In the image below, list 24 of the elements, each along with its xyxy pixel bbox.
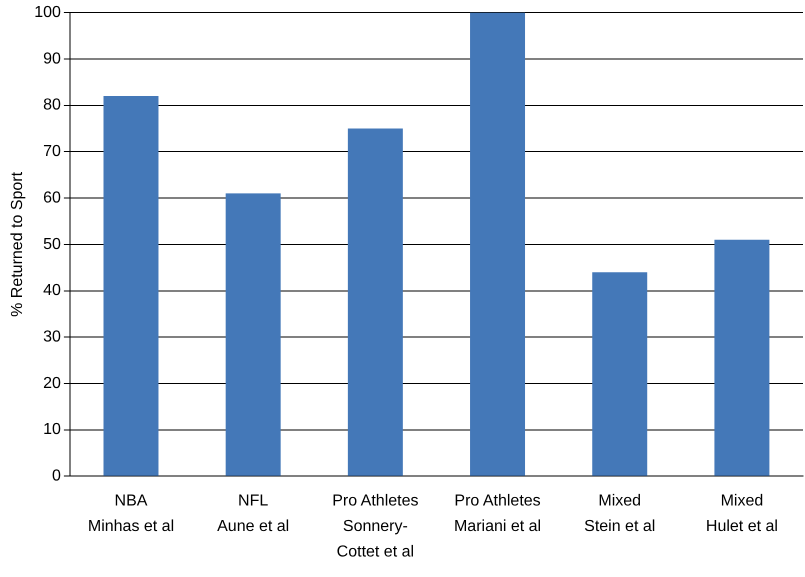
y-axis-title: % Returned to Sport bbox=[9, 171, 26, 317]
y-tick-label: 0 bbox=[52, 468, 61, 485]
y-tick-label: 70 bbox=[43, 143, 61, 160]
x-tick-label: Pro Athletes Sonnery- Cottet et al bbox=[332, 492, 418, 561]
x-tick-label: Mixed Stein et al bbox=[584, 492, 656, 536]
x-tick-label: Mixed Hulet et al bbox=[706, 492, 778, 536]
y-tick-label: 40 bbox=[43, 282, 61, 300]
bar bbox=[226, 193, 281, 476]
bar bbox=[348, 128, 403, 476]
bar bbox=[103, 96, 158, 476]
y-tick-label: 90 bbox=[43, 50, 61, 68]
y-tick-label: 50 bbox=[43, 236, 61, 253]
x-tick-label: NFL Aune et al bbox=[217, 492, 290, 536]
bar bbox=[592, 272, 648, 476]
x-tick-label: NBA Minhas et al bbox=[88, 492, 174, 536]
y-tick-label: 80 bbox=[43, 96, 61, 114]
bar bbox=[470, 12, 526, 476]
y-tick-label: 20 bbox=[43, 374, 61, 392]
x-tick-label: Pro Athletes Mariani et al bbox=[454, 492, 542, 536]
y-tick-label: 30 bbox=[43, 328, 61, 346]
bar bbox=[714, 240, 770, 476]
y-tick-label: 60 bbox=[43, 189, 61, 206]
y-tick-label: 10 bbox=[43, 421, 61, 438]
y-tick-label: 100 bbox=[34, 4, 61, 22]
